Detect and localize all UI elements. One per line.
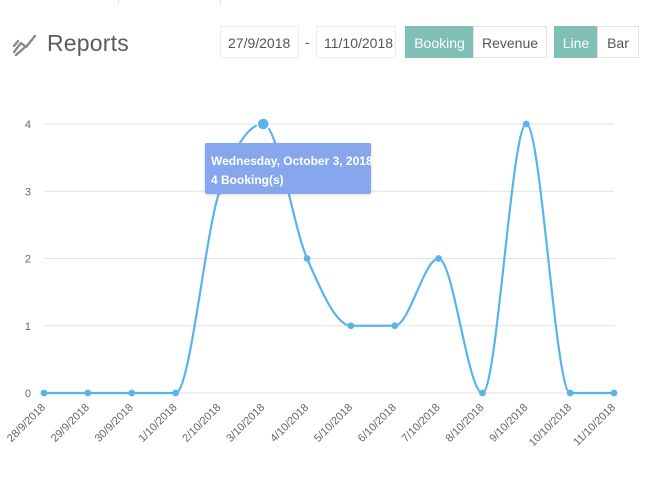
data-point[interactable] [172,389,179,397]
page-title: Reports [47,30,129,56]
chart-tooltip: Wednesday, October 3, 2018 4 Booking(s) [205,143,373,194]
data-point[interactable] [128,389,136,397]
data-point[interactable] [303,255,311,262]
x-tick-label: 2/10/2018 [180,402,223,445]
x-tick-label: 29/9/2018 [49,402,92,445]
x-tick-label: 6/10/2018 [356,402,399,445]
data-point[interactable] [347,322,355,330]
x-tick-label: 9/10/2018 [487,402,530,445]
revenue-button[interactable]: Revenue [473,26,547,58]
booking-button[interactable]: Booking [405,26,474,58]
date-separator: - [305,34,310,50]
x-tick-label: 10/10/2018 [527,402,574,449]
y-tick-label: 3 [25,186,31,198]
date-to-field[interactable]: 11/10/2018 [316,26,396,58]
bar-button[interactable]: Bar [597,26,639,58]
title-area: Reports [12,30,129,57]
data-point[interactable] [391,322,399,330]
x-tick-label: 3/10/2018 [224,402,267,445]
bookings-line-chart: 0 1 2 3 4 28/9/2018 29/9/2018 30/9/2018 1/10/20… [5,117,618,449]
data-point[interactable] [435,255,443,262]
data-points [40,117,618,397]
data-point[interactable] [566,389,574,397]
tooltip-value: 4 Booking(s) [211,173,284,187]
tooltip-date: Wednesday, October 3, 2018 [211,154,373,168]
x-tick-label: 30/9/2018 [93,402,136,445]
y-tick-label: 0 [25,388,31,400]
data-point[interactable] [610,389,618,397]
x-tick-label: 28/9/2018 [5,402,48,445]
y-tick-label: 1 [25,321,31,333]
data-point[interactable] [40,389,48,397]
x-tick-label: 5/10/2018 [312,402,355,445]
x-axis-ticks: 28/9/2018 29/9/2018 30/9/2018 1/10/2018 2/10… [5,402,618,449]
tab-divider [220,0,221,5]
y-tick-label: 2 [25,254,31,266]
reports-header: Reports 27/9/2018 - 11/10/2018 Booking R… [0,22,653,68]
data-point[interactable] [522,120,530,128]
x-tick-label: 7/10/2018 [400,402,443,445]
line-button[interactable]: Line [554,26,598,58]
date-from-field[interactable]: 27/9/2018 [220,26,299,58]
tab-divider [118,0,119,5]
line-chart-icon [12,34,37,56]
data-point[interactable] [256,117,270,131]
data-point[interactable] [479,389,486,397]
top-tab-strip [0,0,653,5]
x-tick-label: 8/10/2018 [443,402,486,445]
x-tick-label: 4/10/2018 [268,402,311,445]
y-tick-label: 4 [25,119,31,131]
x-tick-label: 11/10/2018 [571,402,618,449]
x-tick-label: 1/10/2018 [137,402,180,445]
data-point[interactable] [84,389,92,397]
y-axis-ticks: 0 1 2 3 4 [25,119,31,400]
